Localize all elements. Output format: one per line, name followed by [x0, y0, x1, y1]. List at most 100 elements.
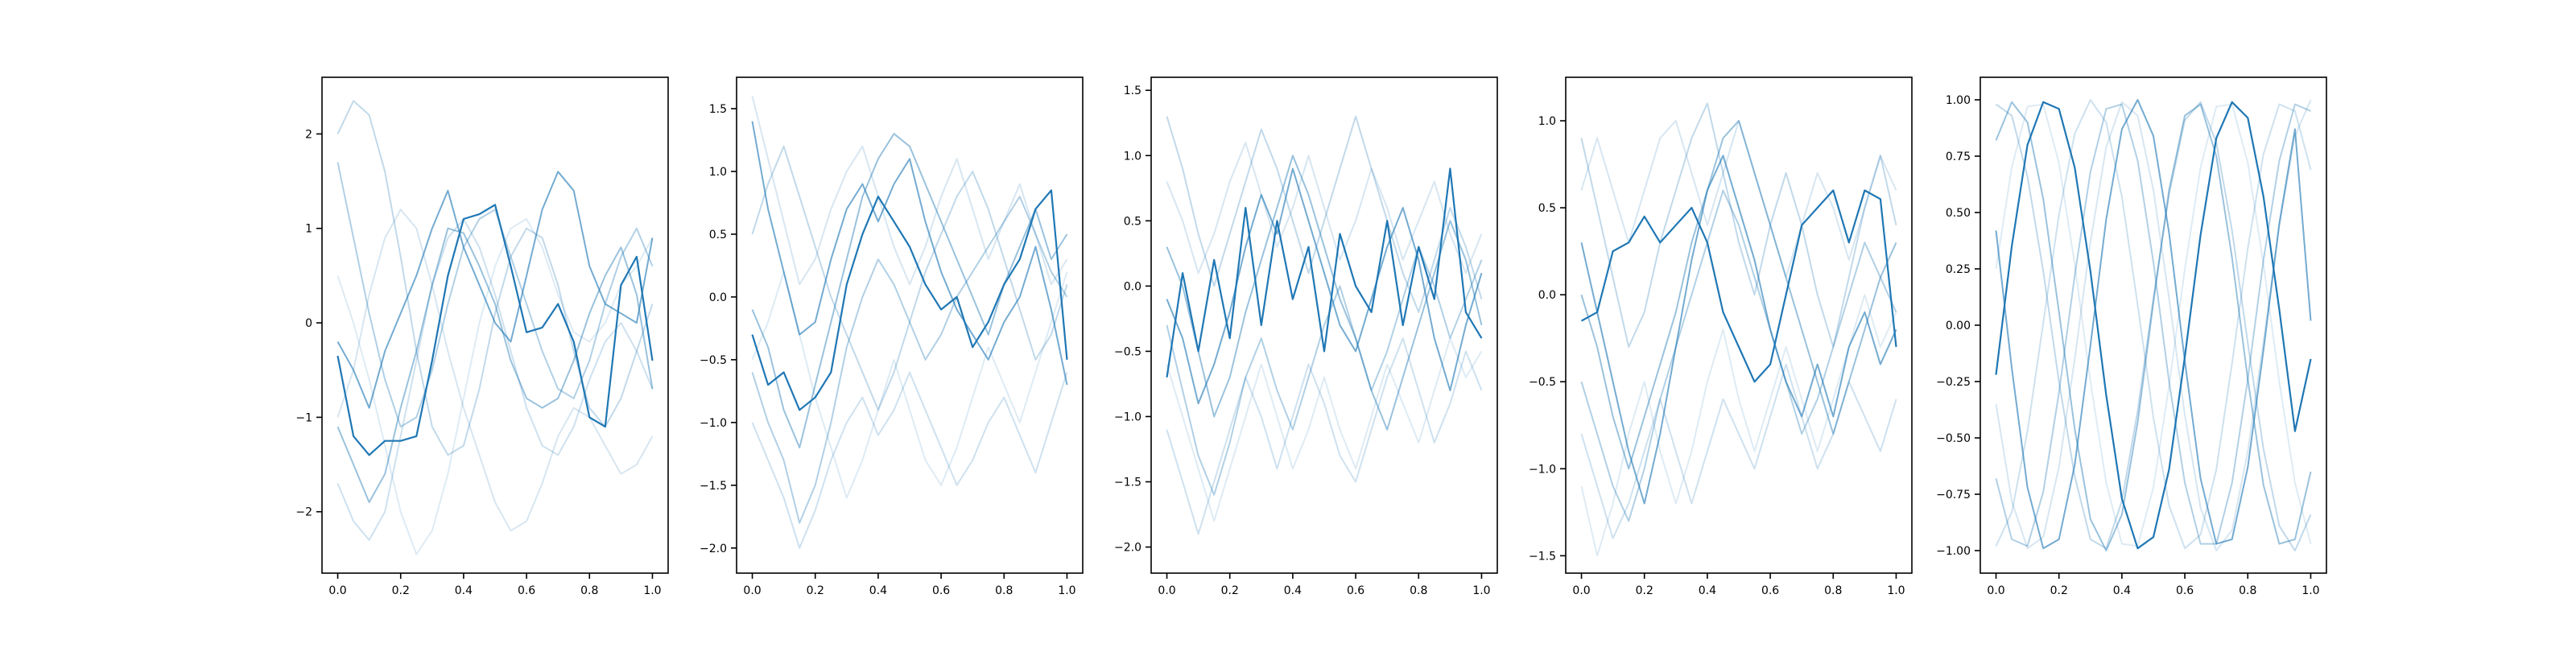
x-tick-label: 0.0 [1987, 584, 2004, 597]
series-line-8 [751, 270, 1068, 499]
series-line-3 [1995, 101, 2312, 551]
y-tick-label: 1.0 [709, 166, 727, 179]
y-tick-label: 1 [305, 223, 312, 236]
y-tick-label: 0.5 [1538, 202, 1556, 215]
x-tick-label: 0.6 [1761, 584, 1779, 597]
axes-frame [321, 76, 669, 574]
x-tick-label: 1.0 [1472, 584, 1490, 597]
x-tick-label: 0.0 [1572, 584, 1590, 597]
series-line-4 [336, 162, 654, 428]
x-tick-label: 0.6 [1347, 584, 1364, 597]
y-tick-label: −1.5 [1529, 550, 1556, 563]
series-line-5 [1166, 115, 1483, 313]
series-line-1 [751, 189, 1068, 411]
y-tick-label: 1.0 [1538, 115, 1556, 128]
y-tick-label: 1.00 [1946, 94, 1971, 107]
series-line-5 [336, 100, 654, 456]
x-tick-label: 0.4 [869, 584, 887, 597]
x-tick-label: 1.0 [1887, 584, 1905, 597]
y-tick-label: −2.0 [700, 543, 727, 555]
series-line-4 [1166, 246, 1483, 496]
y-tick-label: −0.25 [1936, 376, 1971, 389]
series-line-8 [336, 218, 654, 555]
axes-frame [1150, 76, 1498, 574]
x-tick-label: 0.0 [1158, 584, 1175, 597]
x-tick-label: 1.0 [643, 584, 661, 597]
series-line-2 [336, 171, 654, 409]
y-tick-label: −1.00 [1936, 545, 1971, 558]
series-line-5 [751, 145, 1068, 411]
x-tick-label: 0.2 [392, 584, 410, 597]
subplot-1: 0.0 0.2 0.4 0.6 0.8 1.0 −2 −1 0 1 2 [295, 76, 669, 597]
y-tick-label: 0.75 [1946, 151, 1971, 163]
series-line-6 [751, 371, 1068, 549]
y-tick-label: 1.0 [1124, 150, 1141, 163]
x-tick-label: 0.2 [1636, 584, 1653, 597]
x-tick-label: 0.6 [2176, 584, 2194, 597]
x-tick-label: 0.2 [807, 584, 824, 597]
x-tick-label: 0.8 [580, 584, 598, 597]
series-group [336, 100, 654, 555]
subplot-3: 0.0 0.2 0.4 0.6 0.8 1.0 −2.0 −1.5 −1.0 −0.5 0.0 0.5… [1114, 76, 1498, 597]
series-line-7 [336, 208, 654, 532]
x-tick-label: 0.0 [328, 584, 346, 597]
series-line-1 [1995, 101, 2312, 550]
series-line-6 [1166, 337, 1483, 535]
x-tick-label: 0.8 [1410, 584, 1427, 597]
x-tick-label: 0.4 [455, 584, 473, 597]
y-tick-label: 0.5 [709, 229, 727, 241]
series-group [751, 96, 1068, 549]
y-tick-label: 0.50 [1946, 207, 1971, 220]
y-tick-label: 0.5 [1124, 215, 1141, 228]
y-tick-label: 0.25 [1946, 263, 1971, 276]
series-line-7 [751, 96, 1068, 286]
series-line-2 [751, 121, 1068, 386]
y-tick-label: −1.5 [700, 480, 727, 493]
series-line-4 [1580, 189, 1897, 522]
series-line-3 [336, 227, 654, 503]
series-line-7 [1580, 120, 1897, 279]
axes-frame [736, 76, 1084, 574]
y-tick-label: −2.0 [1114, 542, 1141, 555]
y-tick-label: 0.0 [1538, 289, 1556, 302]
series-line-5 [1580, 102, 1897, 348]
y-tick-label: −1.0 [700, 417, 727, 430]
series-line-7 [1166, 142, 1483, 274]
x-tick-label: 0.8 [2239, 584, 2256, 597]
x-tick-label: 0.4 [2113, 584, 2131, 597]
y-tick-label: 1.5 [1124, 85, 1141, 97]
series-line-8 [1166, 337, 1483, 522]
subplot-2: 0.0 0.2 0.4 0.6 0.8 1.0 −2.0 −1.5 −1.0 −0.5 0.0 0.5… [700, 76, 1084, 597]
y-tick-label: −0.5 [1114, 345, 1141, 358]
series-group [1580, 102, 1897, 557]
series-line-7 [1995, 99, 2312, 551]
y-tick-label: 0.00 [1946, 320, 1971, 332]
series-line-6 [1580, 363, 1897, 539]
y-tick-label: 1.5 [709, 103, 727, 116]
x-tick-label: 0.6 [518, 584, 535, 597]
y-tick-label: −0.5 [1529, 376, 1556, 389]
series-line-2 [1166, 167, 1483, 405]
x-tick-label: 0.8 [995, 584, 1013, 597]
y-tick-label: 2 [305, 128, 312, 141]
y-tick-label: −1.0 [1114, 411, 1141, 423]
series-line-8 [1995, 103, 2312, 547]
y-tick-label: −1.0 [1529, 463, 1556, 476]
series-line-3 [1166, 155, 1483, 431]
subplot-4: 0.0 0.2 0.4 0.6 0.8 1.0 −1.5 −1.0 −0.5 0.0 0.5 1.0 [1529, 76, 1913, 597]
series-group [1166, 115, 1483, 535]
x-tick-label: 0.8 [1824, 584, 1842, 597]
axes-frame [1565, 76, 1913, 574]
series-line-2 [1995, 99, 2312, 550]
series-line-6 [336, 218, 654, 541]
series-line-4 [751, 196, 1068, 524]
y-tick-label: −1.5 [1114, 477, 1141, 489]
series-line-2 [1580, 155, 1897, 505]
y-tick-label: 0.0 [709, 291, 727, 304]
y-tick-label: −2 [295, 506, 312, 519]
series-line-1 [1166, 167, 1483, 378]
series-line-3 [1580, 120, 1897, 470]
series-line-8 [1580, 294, 1897, 557]
